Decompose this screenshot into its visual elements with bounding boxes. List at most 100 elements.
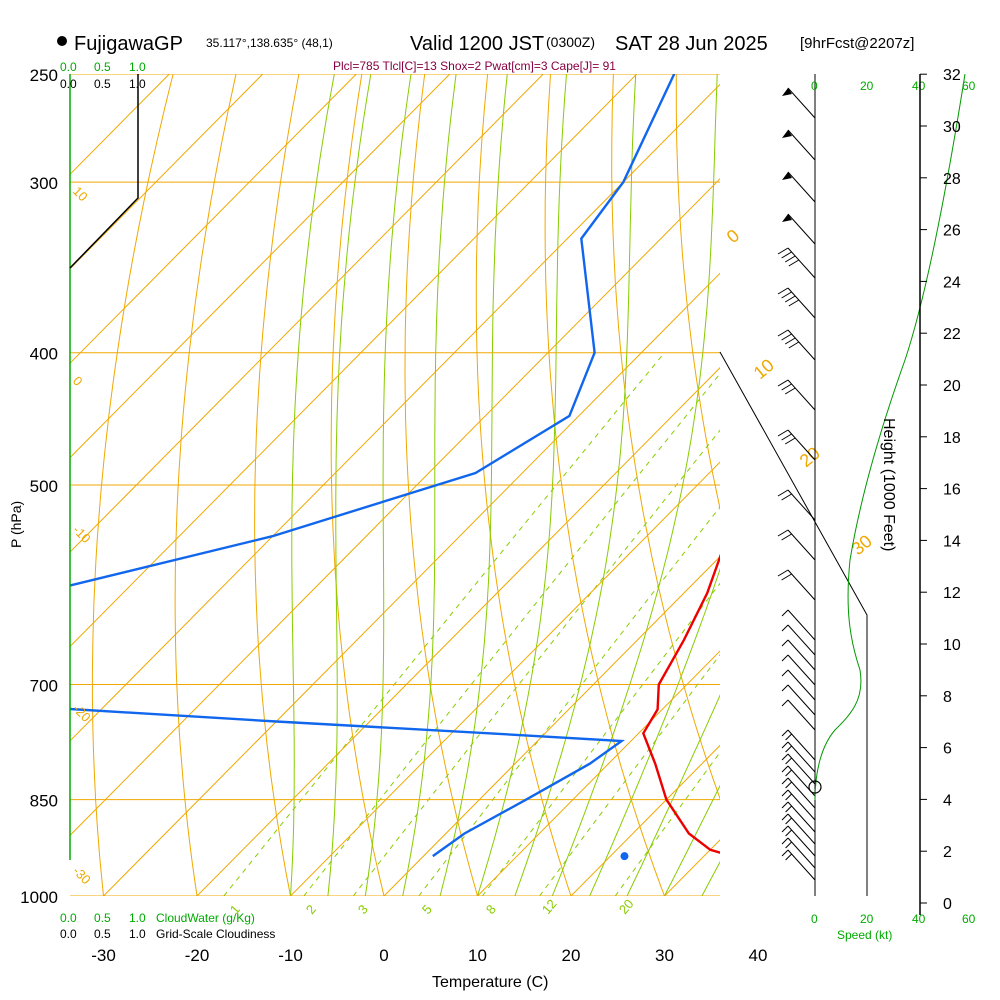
wind-barb-feather bbox=[781, 729, 789, 737]
speed-top-tick-40: 40 bbox=[912, 79, 926, 93]
wind-barb-feather bbox=[784, 437, 796, 445]
surface-temperature-dot bbox=[728, 852, 736, 860]
wind-barb-icon bbox=[777, 429, 816, 461]
wind-barb-feather bbox=[784, 255, 796, 263]
wind-barb-feather bbox=[781, 639, 789, 647]
wind-barb-staff bbox=[787, 741, 816, 773]
cloudiness-label: Grid-Scale Cloudiness bbox=[156, 927, 275, 941]
wind-barb-staff bbox=[787, 379, 816, 411]
wind-barb-feather bbox=[781, 433, 792, 441]
temperature-tick-30: 30 bbox=[655, 946, 674, 965]
wind-barb-icon bbox=[781, 837, 816, 869]
cloud-bottom-tick-0: 0.0 bbox=[60, 911, 77, 925]
valid-date: SAT 28 Jun 2025 bbox=[615, 33, 768, 55]
wind-barb-icon bbox=[782, 171, 816, 203]
temperature-tick--30: -30 bbox=[91, 946, 116, 965]
isotherm--100 bbox=[70, 74, 264, 270]
wind-barb-feather bbox=[781, 741, 789, 749]
wind-barb-staff bbox=[787, 684, 816, 716]
wind-barb-staff bbox=[787, 609, 816, 641]
wind-barb-feather bbox=[788, 341, 800, 349]
wind-barb-feather bbox=[781, 753, 789, 761]
cloudiness-top-tick-2: 1.0 bbox=[129, 77, 146, 91]
temperature-tick-0: 0 bbox=[379, 946, 388, 965]
moist-adiabat-22 bbox=[589, 567, 720, 896]
wind-barb-flag bbox=[782, 214, 792, 222]
wind-barb-staff bbox=[787, 753, 816, 785]
wind-barb-staff bbox=[787, 837, 816, 869]
wind-barb-feather bbox=[785, 769, 792, 777]
isotherm-label--10: -10 bbox=[70, 522, 94, 546]
moist-adiabat--6 bbox=[327, 74, 372, 896]
cloudiness-bottom-tick-2: 1.0 bbox=[129, 927, 146, 941]
cloud-top-tick-0: 0.0 bbox=[60, 60, 77, 74]
height-tick-2: 2 bbox=[943, 844, 952, 861]
isotherm--80 bbox=[70, 74, 451, 459]
wind-barb-feather bbox=[781, 573, 792, 581]
wind-barb-icon bbox=[781, 699, 816, 731]
wind-barb-icon bbox=[781, 753, 816, 785]
speed-bottom-tick-60: 60 bbox=[962, 912, 976, 926]
wind-barb-icon bbox=[777, 379, 816, 411]
height-tick-12: 12 bbox=[943, 585, 961, 602]
moist-adiabat-18 bbox=[551, 74, 718, 896]
wind-barb-staff bbox=[787, 287, 816, 319]
wind-barb-feather bbox=[781, 765, 789, 773]
wind-barb-icon bbox=[777, 529, 816, 561]
wind-barb-feather bbox=[784, 295, 796, 303]
isotherm-label-10: 10 bbox=[70, 183, 91, 204]
cloudiness-bottom-tick-0: 0.0 bbox=[60, 927, 77, 941]
isotherm-20 bbox=[570, 744, 720, 896]
moist-adiabat-38 bbox=[739, 74, 1000, 896]
height-tick-24: 24 bbox=[943, 274, 961, 291]
wind-panel: 0 20 40 60 0 20 40 60 Speed (kt) 0246810… bbox=[719, 67, 976, 942]
wind-barb-icon bbox=[777, 329, 816, 361]
wind-barb-icon bbox=[781, 639, 816, 671]
wind-barb-icon bbox=[781, 813, 816, 845]
moist-adiabat-10 bbox=[477, 74, 567, 896]
cloud-top-tick-2: 1.0 bbox=[129, 60, 146, 74]
isotherm-label--30: -30 bbox=[70, 863, 94, 887]
wind-barb-icon bbox=[781, 789, 816, 821]
pressure-tick-1000: 1000 bbox=[20, 888, 58, 907]
dry-adiabat--10 bbox=[254, 74, 300, 896]
wind-barb-icon bbox=[781, 801, 816, 833]
wind-barb-feather bbox=[781, 669, 789, 677]
wind-barb-staff bbox=[787, 87, 816, 119]
theta-label-0: 0 bbox=[723, 225, 744, 247]
pressure-tick-250: 250 bbox=[30, 66, 58, 85]
wind-barb-icon bbox=[777, 247, 816, 279]
wind-barb-icon bbox=[781, 624, 816, 656]
wind-barb-feather bbox=[785, 841, 792, 849]
wind-barb-icon bbox=[781, 609, 816, 641]
wind-barb-icon bbox=[781, 849, 816, 881]
wind-barb-feather bbox=[781, 837, 789, 845]
speed-axis-label: Speed (kt) bbox=[837, 928, 892, 942]
dry-adiabat-100 bbox=[991, 74, 1000, 896]
height-tick-28: 28 bbox=[943, 171, 961, 188]
station-marker-icon bbox=[57, 36, 67, 46]
wind-barb-flag bbox=[782, 172, 792, 180]
wind-barbs bbox=[777, 87, 816, 881]
wind-barb-feather bbox=[788, 299, 800, 307]
wind-barb-staff bbox=[787, 529, 816, 561]
wind-barb-staff bbox=[787, 813, 816, 845]
dewpoint-trace bbox=[70, 74, 676, 858]
tropopause-outline bbox=[719, 351, 868, 896]
wind-barb-staff bbox=[787, 639, 816, 671]
height-tick-26: 26 bbox=[943, 223, 961, 240]
wind-barb-feather bbox=[785, 805, 792, 813]
mixing-ratio-line-5 bbox=[418, 506, 720, 896]
wind-barb-staff bbox=[787, 489, 816, 521]
wind-barb-feather bbox=[781, 684, 789, 692]
wind-barb-staff bbox=[787, 669, 816, 701]
wind-barb-icon bbox=[781, 729, 816, 761]
speed-top-tick-20: 20 bbox=[860, 79, 874, 93]
height-tick-4: 4 bbox=[943, 792, 952, 809]
wind-barb-feather bbox=[781, 654, 789, 662]
isobars bbox=[70, 74, 720, 896]
speed-top-tick-60: 60 bbox=[962, 79, 976, 93]
wind-barb-feather bbox=[777, 247, 789, 255]
wind-barb-feather bbox=[781, 493, 792, 501]
